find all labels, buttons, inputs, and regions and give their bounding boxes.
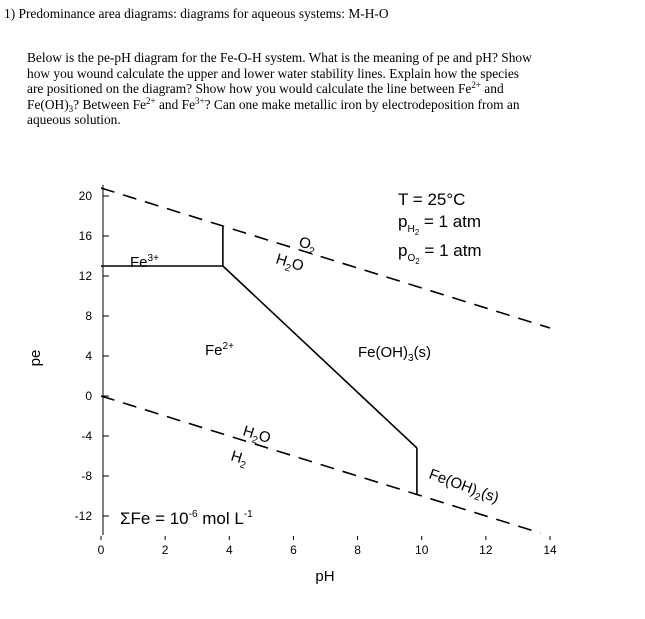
text-line: Below is the pe-pH diagram for the Fe-O-… [27, 50, 532, 66]
line-label: O2 [296, 234, 319, 258]
text: (s) [479, 485, 501, 507]
superscript: 3+ [148, 253, 160, 264]
x-tick-label: 14 [543, 543, 557, 557]
boundary-line [100, 395, 541, 534]
condition: pO2 = 1 atm [398, 241, 482, 266]
subscript: 2 [415, 257, 420, 266]
superscript: 2+ [146, 95, 156, 106]
text: Below is the pe-pH diagram for the Fe-O-… [27, 50, 532, 65]
text: ? Between Fe [73, 96, 147, 112]
x-tick-label: 6 [290, 543, 297, 557]
subscript: O [407, 253, 415, 264]
text: H [229, 448, 244, 467]
text: Fe(OH) [358, 344, 408, 361]
superscript: -1 [244, 509, 253, 520]
text: p [398, 241, 407, 260]
region-label: Fe2+ [205, 341, 234, 359]
region-label: Fe3+ [130, 253, 159, 271]
text-line: Fe(OH)3? Between Fe2+ and Fe3+? Can one … [27, 95, 532, 114]
text-line: are positioned on the diagram? Show how … [27, 81, 532, 97]
region-label: Fe(OH)2(s) [426, 466, 501, 510]
text: = 1 atm [419, 212, 481, 231]
condition: T = 25°C [398, 190, 465, 209]
subscript: H [407, 224, 414, 235]
subscript: 2 [473, 491, 482, 503]
y-tick-label: -4 [81, 429, 92, 443]
boundary-line [100, 187, 551, 329]
y-tick-label: 8 [85, 309, 92, 323]
line-label: H2O [240, 423, 273, 450]
subscript: 2 [238, 459, 247, 471]
text: are positioned on the diagram? Show how … [27, 81, 472, 96]
x-tick-label: 8 [354, 543, 361, 557]
text: aqueous solution. [27, 112, 121, 127]
text: and Fe [155, 96, 196, 112]
superscript: 2+ [223, 341, 235, 352]
line-label: H2O [273, 251, 306, 278]
y-axis-label: pe [27, 350, 44, 367]
x-tick-label: 0 [98, 543, 105, 557]
text: how you wound calculate the upper and lo… [27, 65, 519, 81]
question-text: Below is the pe-pH diagram for the Fe-O-… [27, 50, 532, 128]
subscript: 3 [68, 103, 74, 114]
text: Fe [205, 342, 223, 359]
superscript: -6 [189, 509, 198, 520]
text: Fe(OH) [27, 96, 69, 112]
region-label: Fe(OH)3(s) [358, 344, 431, 364]
text: (s) [414, 344, 432, 361]
text: mol L [198, 509, 244, 528]
superscript: 3+ [195, 95, 205, 106]
subscript: 2 [250, 434, 259, 446]
x-axis-label: pH [315, 568, 334, 585]
x-tick-label: 2 [162, 543, 169, 557]
text: p [398, 212, 407, 231]
text: O [257, 427, 273, 447]
text: = 1 atm [420, 241, 482, 260]
superscript: 2+ [471, 80, 481, 90]
line-label: H2 [228, 448, 250, 472]
text: ΣFe = 10 [120, 509, 189, 528]
condition: ΣFe = 10-6 mol L-1 [120, 509, 253, 528]
y-tick-label: 4 [85, 349, 92, 363]
text-line: how you wound calculate the upper and lo… [27, 66, 532, 82]
x-tick-label: 12 [479, 543, 493, 557]
text: H [241, 423, 256, 442]
y-tick-label: 12 [79, 269, 93, 283]
text: Fe(OH) [427, 466, 480, 499]
subscript: 3 [408, 353, 414, 364]
subscript: 2 [283, 262, 292, 274]
subscript: 2 [307, 246, 316, 258]
x-tick-label: 10 [415, 543, 429, 557]
y-tick-label: 20 [79, 189, 93, 203]
heading: 1) Predominance area diagrams: diagrams … [4, 6, 389, 21]
text: Fe [130, 254, 148, 271]
text: ? Can one make metallic iron by electrod… [204, 96, 520, 112]
text: O [290, 255, 306, 275]
text: and [480, 81, 504, 96]
condition: pH2 = 1 atm [398, 212, 481, 237]
y-tick-label: 16 [79, 229, 93, 243]
text: O [297, 234, 313, 254]
boundary-line [222, 265, 418, 449]
text-line: aqueous solution. [27, 112, 532, 128]
subscript: 2 [415, 228, 420, 237]
y-tick-label: -8 [81, 469, 92, 483]
text: H [274, 251, 289, 270]
y-tick-label: -12 [75, 509, 93, 523]
y-tick-label: 0 [85, 389, 92, 403]
x-tick-label: 4 [226, 543, 233, 557]
